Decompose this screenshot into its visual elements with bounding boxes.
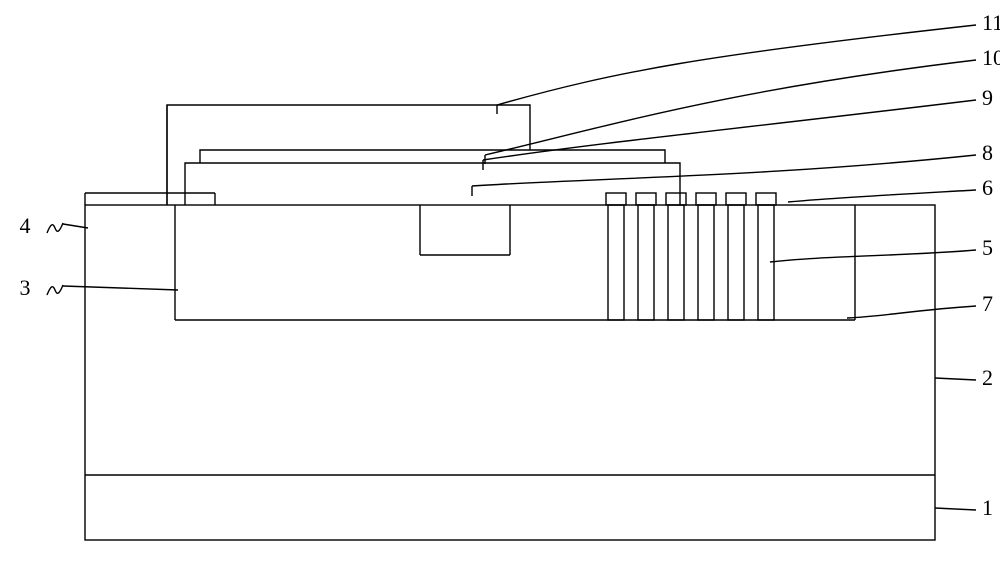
label-9: 9 bbox=[982, 85, 993, 110]
trench-cap bbox=[726, 193, 746, 205]
label-11: 11 bbox=[982, 10, 1000, 35]
diagram-canvas: 1 2 3 4 5 6 7 8 9 10 11 bbox=[0, 0, 1000, 571]
leader-10 bbox=[485, 60, 976, 155]
tilde-connector bbox=[47, 285, 63, 295]
leader-7 bbox=[847, 306, 976, 318]
label-10: 10 bbox=[982, 45, 1000, 70]
trench-body bbox=[668, 205, 684, 320]
trench-cap bbox=[756, 193, 776, 205]
leader-1 bbox=[935, 508, 976, 510]
leader-4 bbox=[63, 224, 88, 228]
trench-cap bbox=[696, 193, 716, 205]
stack10 bbox=[200, 150, 665, 163]
trench-body bbox=[698, 205, 714, 320]
leader-5 bbox=[770, 250, 976, 262]
leader-6 bbox=[788, 190, 976, 202]
label-1: 1 bbox=[982, 495, 993, 520]
trench-body bbox=[608, 205, 624, 320]
label-6: 6 bbox=[982, 175, 993, 200]
label-7: 7 bbox=[982, 291, 993, 316]
leader-8 bbox=[472, 155, 976, 186]
label-5: 5 bbox=[982, 235, 993, 260]
label-3: 3 bbox=[20, 275, 31, 300]
leader-2 bbox=[935, 378, 976, 380]
leader-3 bbox=[63, 286, 178, 290]
trench-cap bbox=[666, 193, 686, 205]
leader-9 bbox=[483, 100, 976, 160]
trench-body bbox=[638, 205, 654, 320]
trench-body bbox=[728, 205, 744, 320]
trench-cap bbox=[606, 193, 626, 205]
trench-cap bbox=[636, 193, 656, 205]
tilde-connector bbox=[47, 223, 63, 233]
label-4: 4 bbox=[20, 213, 31, 238]
label-2: 2 bbox=[982, 365, 993, 390]
stack11-outline bbox=[167, 105, 530, 205]
label-8: 8 bbox=[982, 140, 993, 165]
leader-11 bbox=[497, 25, 976, 105]
